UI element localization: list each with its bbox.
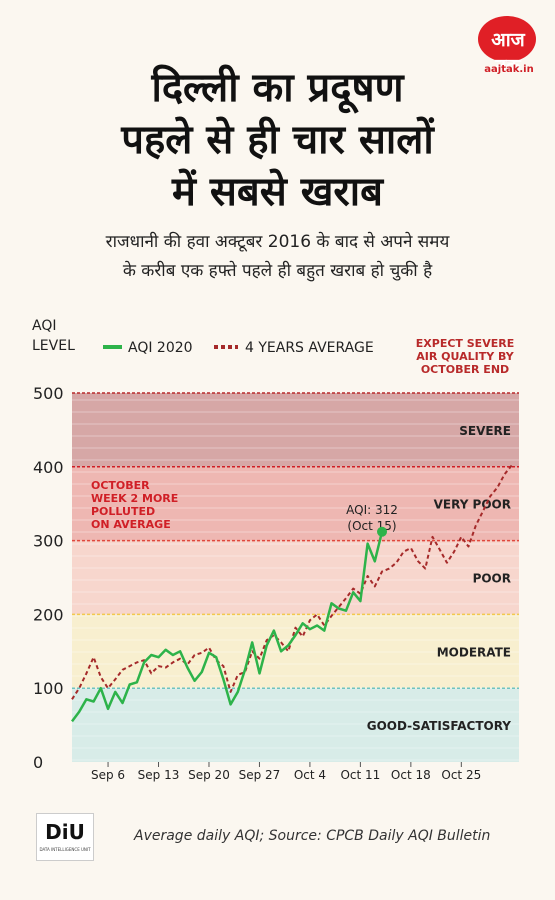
y-axis-label-line-1: AQI (32, 318, 56, 334)
y-tick-100: 100 (33, 679, 64, 698)
source-note: Average daily AQI; Source: CPCB Daily AQ… (134, 828, 491, 844)
y-tick-500: 500 (33, 384, 64, 403)
y-tick-300: 300 (33, 532, 64, 551)
band-label-poor: POOR (473, 572, 511, 586)
subtitle-line-2: के करीब एक हफ्ते पहले ही बहुत खराब हो चु… (122, 261, 433, 281)
page-title: दिल्ली का प्रदूषण पहले से ही चार सालों म… (40, 62, 515, 218)
band-poor (72, 540, 519, 615)
x-tick-oct-18: Oct 18 (391, 768, 431, 782)
callout-aqi-date: (Oct 15) (347, 519, 396, 533)
x-tick-sep-27: Sep 27 (239, 768, 281, 782)
x-tick-sep-20: Sep 20 (188, 768, 230, 782)
x-tick-sep-13: Sep 13 (138, 768, 180, 782)
x-tick-sep-6: Sep 6 (91, 768, 125, 782)
legend-label-aqi-2020: AQI 2020 (128, 340, 193, 356)
subtitle-line-1: राजधानी की हवा अक्टूबर 2016 के बाद से अप… (105, 232, 450, 252)
diu-logo-text: DiU (45, 820, 85, 844)
y-tick-200: 200 (33, 605, 64, 624)
title-line-3: में सबसे खराब (172, 169, 383, 215)
subtitle: राजधानी की हवा अक्टूबर 2016 के बाद से अप… (30, 228, 525, 286)
aajtak-logo: आज तक aajtak.in (476, 16, 542, 78)
note-expect-line-3: OCTOBER END (421, 363, 509, 376)
note-expect-line-2: AIR QUALITY BY (416, 350, 515, 363)
note-october-line-4: ON AVERAGE (91, 518, 171, 531)
y-axis-label-line-2: LEVEL (32, 338, 75, 354)
band-label-very-poor: VERY POOR (434, 498, 511, 512)
title-line-1: दिल्ली का प्रदूषण (151, 65, 404, 111)
aajtak-logo-text: आज तक (491, 29, 525, 77)
note-october-line-1: OCTOBER (91, 479, 150, 492)
title-line-2: पहले से ही चार सालों (121, 117, 434, 163)
legend-label-4-years-average: 4 YEARS AVERAGE (245, 340, 374, 356)
aqi-chart: GOOD-SATISFACTORY MODERATE POOR VERY POOR SE… (32, 318, 519, 782)
diu-logo: DiU DATA INTELLIGENCE UNIT (36, 813, 94, 861)
note-october-line-2: WEEK 2 MORE (91, 492, 178, 505)
callout-aqi-value: AQI: 312 (346, 503, 398, 517)
band-label-good-satisfactory: GOOD-SATISFACTORY (367, 719, 512, 733)
band-label-moderate: MODERATE (437, 645, 511, 659)
band-severe (72, 393, 519, 467)
callout-point (377, 526, 388, 537)
aajtak-site: aajtak.in (484, 64, 534, 75)
diu-logo-tagline: DATA INTELLIGENCE UNIT (39, 847, 91, 852)
band-label-severe: SEVERE (459, 424, 511, 438)
band-very-poor (72, 466, 519, 541)
band-moderate (72, 614, 519, 689)
x-tick-oct-4: Oct 4 (294, 768, 326, 782)
y-tick-400: 400 (33, 458, 64, 477)
y-tick-0: 0 (33, 753, 43, 772)
note-expect-line-1: EXPECT SEVERE (416, 337, 514, 350)
band-good-satisfactory (72, 688, 519, 762)
x-tick-oct-25: Oct 25 (441, 768, 481, 782)
note-october-line-3: POLLUTED (91, 505, 155, 518)
series-line-aqi-2020 (70, 531, 384, 723)
x-tick-oct-11: Oct 11 (340, 768, 380, 782)
